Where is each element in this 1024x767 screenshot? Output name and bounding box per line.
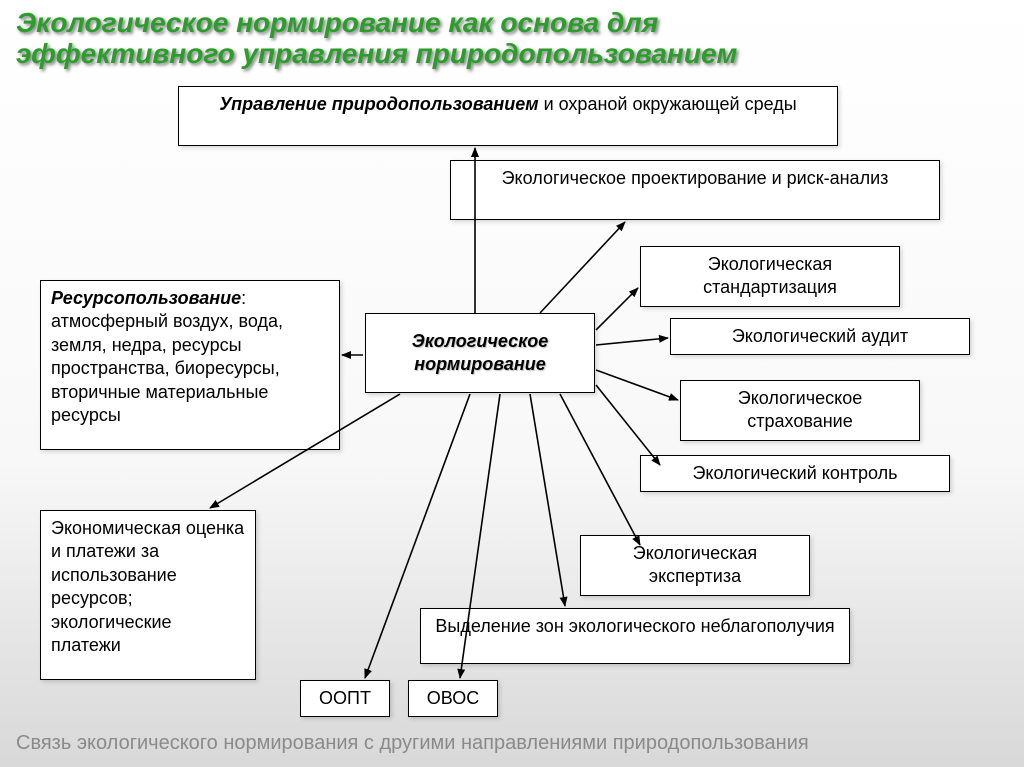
node-management-bold: Управление природопользованием [219,94,538,114]
node-management: Управление природопользованием и охраной… [178,86,838,146]
title-line2: эффективного управления природопользован… [16,38,737,69]
node-center: Экологическое нормирование [365,313,595,393]
node-resources: Ресурсопользование: атмосферный воздух, … [40,280,340,450]
node-economy: Экономическая оценка и платежи за исполь… [40,510,256,680]
slide-title: Экологическое нормирование как основа дл… [0,0,1024,82]
node-ovos: ОВОС [408,680,498,717]
node-resources-rest: : атмосферный воздух, вода, земля, недра… [51,288,283,425]
node-oopt: ООПТ [300,680,390,717]
title-line1: Экологическое нормирование как основа дл… [16,7,658,38]
node-management-rest: и охраной окружающей среды [539,94,797,114]
node-control: Экологический контроль [640,455,950,492]
node-design: Экологическое проектирование и риск-анал… [450,160,940,220]
node-resources-bold: Ресурсопользование [51,288,241,308]
node-standard: Экологическая стандартизация [640,246,900,307]
caption: Связь экологического нормирования с друг… [16,732,809,755]
node-audit: Экологический аудит [670,318,970,355]
node-expertise: Экологическая экспертиза [580,535,810,596]
node-insurance: Экологическое страхование [680,380,920,441]
node-zones: Выделение зон экологического неблагополу… [420,608,850,664]
